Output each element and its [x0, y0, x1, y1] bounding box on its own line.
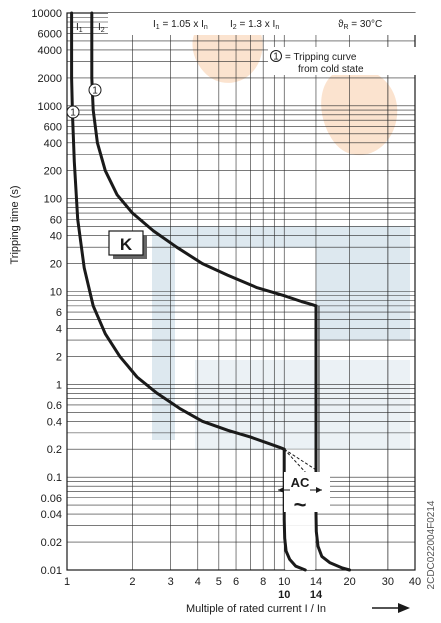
y-tick-label: 100	[44, 194, 62, 206]
label-i1: I1	[76, 22, 83, 34]
formula-i2: I2 = 1.3 x In	[230, 19, 279, 31]
y-tick-label: 6000	[38, 29, 62, 41]
y-tick-label: 10	[50, 287, 62, 299]
x-tick-label: 40	[409, 576, 421, 588]
cold-state-marker-i2: 1	[88, 83, 102, 97]
x-tick-label: 20	[343, 576, 355, 588]
y-tick-label: 2000	[38, 73, 62, 85]
svg-text:Multiple of rated current I /: Multiple of rated current I / In	[186, 603, 326, 615]
x-tick-label-bold: 10	[278, 589, 290, 601]
dashed-transition-lower	[283, 448, 317, 485]
dashed-transition-upper	[283, 448, 317, 471]
legend-line2: from cold state	[298, 64, 364, 75]
curve-i2	[90, 11, 318, 308]
y-tick-label: 400	[44, 138, 62, 150]
y-tick-label: 1	[56, 379, 62, 391]
y-tick-label: 6	[56, 307, 62, 319]
y-tick-label: 20	[50, 259, 62, 271]
svg-text:1: 1	[273, 52, 279, 63]
y-tick-label: 0.6	[47, 400, 62, 412]
y-tick-label: 0.4	[47, 416, 62, 428]
x-tick-labels: 1 2 3 4 5 6 8 10 14 20 30 40 10 14	[64, 576, 421, 601]
x-tick-label: 30	[382, 576, 394, 588]
y-tick-label: 0.2	[47, 444, 62, 456]
y-tick-labels: 0.01 0.02 0.04 0.06 0.1 0.2 0.4 0.6 1 2 4 6 10 20 40 60…	[31, 8, 62, 577]
x-tick-label: 1	[64, 576, 70, 588]
y-tick-label: 0.06	[41, 493, 62, 505]
x-tick-label: 5	[216, 576, 222, 588]
y-tick-label: 10000	[31, 8, 62, 20]
k-characteristic-badge: K	[108, 230, 147, 259]
y-tick-label: 0.1	[47, 472, 62, 484]
legend-line1: = Tripping curve	[285, 52, 357, 63]
x-tick-label: 3	[168, 576, 174, 588]
label-i2: I2	[98, 22, 105, 34]
y-tick-label: 200	[44, 166, 62, 178]
x-tick-label: 10	[278, 576, 290, 588]
y-axis-label: Tripping time (s)	[9, 185, 21, 264]
y-tick-label: 600	[44, 121, 62, 133]
svg-text:K: K	[120, 235, 133, 254]
y-tick-label: 4	[56, 323, 62, 335]
x-axis-title: Multiple of rated current I / In	[186, 603, 410, 615]
watermark-shape	[152, 248, 175, 440]
svg-text:1: 1	[70, 108, 76, 119]
y-tick-label: 4000	[38, 45, 62, 57]
formula-i1: I1 = 1.05 x In	[153, 19, 208, 31]
ac-label: AC ~	[278, 472, 330, 517]
y-tick-label: 40	[50, 231, 62, 243]
x-tick-label: 8	[260, 576, 266, 588]
x-tick-label: 14	[310, 576, 322, 588]
curve-i1	[70, 11, 286, 451]
x-tick-label: 4	[195, 576, 201, 588]
cold-state-marker-i1: 1	[66, 105, 80, 119]
y-tick-label: 0.02	[41, 537, 62, 549]
ambient-temperature: ϑR = 30°C	[338, 19, 382, 31]
y-tick-label: 2	[56, 351, 62, 363]
y-tick-label: 60	[50, 214, 62, 226]
x-tick-label: 2	[129, 576, 135, 588]
x-tick-label-bold: 14	[310, 589, 323, 601]
watermark-shape	[152, 226, 410, 340]
svg-text:AC: AC	[291, 475, 310, 490]
document-id: 2CDC022004F0214	[426, 500, 437, 589]
svg-text:1: 1	[92, 86, 98, 97]
y-tick-label: 1000	[38, 101, 62, 113]
annotation-header: I1 I2 I1 = 1.05 x In I2 = 1.3 x In ϑR = …	[76, 13, 438, 75]
y-tick-label: 0.01	[41, 565, 62, 577]
x-tick-label: 6	[233, 576, 239, 588]
legend-marker: 1	[270, 50, 282, 63]
y-tick-label: 0.04	[41, 509, 62, 521]
svg-text:~: ~	[294, 492, 307, 517]
watermark-shape	[321, 67, 398, 156]
